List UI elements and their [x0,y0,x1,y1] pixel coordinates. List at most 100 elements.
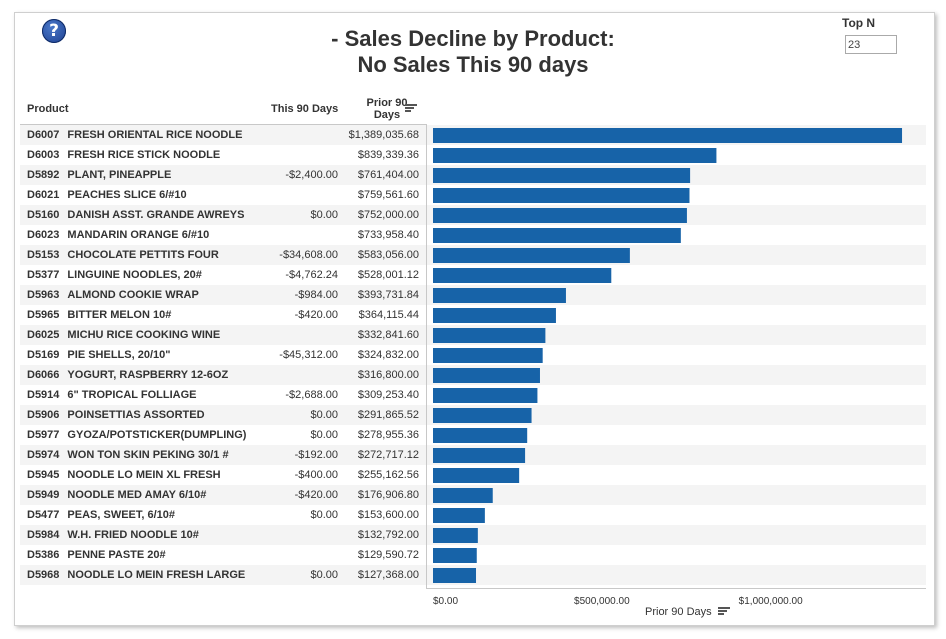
product-cell: D5974 WON TON SKIN PEKING 30/1 # [27,445,229,465]
header-separator [20,124,426,125]
this-90-days-cell: $0.00 [310,569,338,581]
product-cell: D5477 PEAS, SWEET, 6/10# [27,505,175,525]
header-product[interactable]: Product [27,103,69,115]
table-row[interactable]: D6021 PEACHES SLICE 6/#10 $759,561.60 [20,185,926,205]
table-row[interactable]: D5945 NOODLE LO MEIN XL FRESH -$400.00 $255… [20,465,926,485]
this-90-days-cell: $0.00 [310,509,338,521]
title-line-2: No Sales This 90 days [357,52,589,77]
product-code: D5477 [27,509,60,521]
product-code: D5377 [27,269,60,281]
product-cell: D5377 LINGUINE NOODLES, 20# [27,265,202,285]
product-cell: D6023 MANDARIN ORANGE 6/#10 [27,225,209,245]
product-code: D6025 [27,329,60,341]
prior-90-days-cell: $153,600.00 [357,509,419,521]
product-code: D6007 [27,129,60,141]
bar-D5169[interactable] [433,348,543,363]
product-code: D5965 [27,309,60,321]
product-name: LINGUINE NOODLES, 20# [67,269,202,281]
this-90-days-cell: -$420.00 [294,489,338,501]
product-name: YOGURT, RASPBERRY 12-6OZ [67,369,229,381]
axis-sort-icon[interactable] [718,607,730,616]
product-cell: D5169 PIE SHELLS, 20/10" [27,345,170,365]
bar-D5914[interactable] [433,388,538,403]
bar-D5377[interactable] [433,268,612,283]
bar-D5160[interactable] [433,208,687,223]
header-this-90-days[interactable]: This 90 Days [271,103,339,115]
header-prior-line-1: Prior 90 [366,97,408,109]
product-name: CHOCOLATE PETTITS FOUR [67,249,219,261]
bar-D5963[interactable] [433,288,566,303]
bar-D5153[interactable] [433,248,630,263]
bar-D6003[interactable] [433,148,717,163]
bar-D6021[interactable] [433,188,690,203]
this-90-days-cell: -$420.00 [294,309,338,321]
sort-icon[interactable] [405,104,417,113]
title-line-1: - Sales Decline by Product: [331,26,615,51]
product-cell: D5914 6" TROPICAL FOLLIAGE [27,385,197,405]
bar-D6066[interactable] [433,368,540,383]
bar-D6025[interactable] [433,328,546,343]
table-row[interactable]: D5169 PIE SHELLS, 20/10" -$45,312.00 $324,8… [20,345,926,365]
table-row[interactable]: D6023 MANDARIN ORANGE 6/#10 $733,958.40 [20,225,926,245]
table-row[interactable]: D5914 6" TROPICAL FOLLIAGE -$2,688.00 $309,… [20,385,926,405]
topn-input[interactable] [845,35,897,54]
prior-90-days-cell: $761,404.00 [357,169,419,181]
this-90-days-cell: $0.00 [310,209,338,221]
table-row[interactable]: D5477 PEAS, SWEET, 6/10# $0.00 $153,600.00 [20,505,926,525]
this-90-days-cell: $0.00 [310,409,338,421]
product-cell: D6007 FRESH ORIENTAL RICE NOODLE [27,125,242,145]
product-code: D5169 [27,349,60,361]
bar-D5949[interactable] [433,488,493,503]
product-name: DANISH ASST. GRANDE AWREYS [67,209,245,221]
bar-D6007[interactable] [433,128,903,143]
bar-D6023[interactable] [433,228,681,243]
product-cell: D5153 CHOCOLATE PETTITS FOUR [27,245,219,265]
product-name: NOODLE LO MEIN FRESH LARGE [67,569,246,581]
product-name: FRESH RICE STICK NOODLE [67,149,221,161]
prior-90-days-cell: $752,000.00 [357,209,419,221]
product-code: D5153 [27,249,60,261]
product-cell: D5949 NOODLE MED AMAY 6/10# [27,485,206,505]
product-cell: D5906 POINSETTIAS ASSORTED [27,405,205,425]
table-row[interactable]: D5965 BITTER MELON 10# -$420.00 $364,115.44 [20,305,926,325]
product-name: WON TON SKIN PEKING 30/1 # [67,449,229,461]
prior-90-days-cell: $278,955.36 [357,429,419,441]
bar-D5477[interactable] [433,508,485,523]
prior-90-days-cell: $759,561.60 [357,189,419,201]
prior-90-days-cell: $291,865.52 [357,409,419,421]
table-row[interactable]: D5386 PENNE PASTE 20# $129,590.72 [20,545,926,565]
product-name: 6" TROPICAL FOLLIAGE [67,389,197,401]
table-row[interactable]: D5977 GYOZA/POTSTICKER(DUMPLING) $0.00 $278… [20,425,926,445]
this-90-days-cell: -$400.00 [294,469,338,481]
bar-D5906[interactable] [433,408,532,423]
product-code: D5963 [27,289,60,301]
help-icon[interactable]: ? [42,19,66,43]
header-prior-90-days[interactable]: Prior 90 Days [363,97,411,121]
prior-90-days-cell: $316,800.00 [357,369,419,381]
bar-D5977[interactable] [433,428,528,443]
prior-90-days-cell: $127,368.00 [357,569,419,581]
topn-label: Top N [842,16,876,30]
product-code: D5906 [27,409,60,421]
product-code: D5974 [27,449,60,461]
prior-90-days-cell: $324,832.00 [357,349,419,361]
product-cell: D5965 BITTER MELON 10# [27,305,171,325]
prior-90-days-cell: $129,590.72 [357,549,419,561]
x-tick-label: $500,000.00 [574,596,630,607]
bar-D5984[interactable] [433,528,478,543]
bar-D5968[interactable] [433,568,477,583]
product-cell: D5892 PLANT, PINEAPPLE [27,165,171,185]
table-row[interactable]: D5377 LINGUINE NOODLES, 20# -$4,762.24 $528… [20,265,926,285]
product-cell: D5984 W.H. FRIED NOODLE 10# [27,525,199,545]
bar-D5386[interactable] [433,548,477,563]
bar-D5892[interactable] [433,168,691,183]
plot-left-border [426,124,427,588]
this-90-days-cell: -$2,400.00 [285,169,338,181]
table-row[interactable]: D6003 FRESH RICE STICK NOODLE $839,339.36 [20,145,926,165]
bar-D5974[interactable] [433,448,526,463]
product-code: D5984 [27,529,60,541]
bar-D5945[interactable] [433,468,520,483]
bar-chart [433,128,903,583]
bar-D5965[interactable] [433,308,556,323]
product-name: PEACHES SLICE 6/#10 [67,189,187,201]
